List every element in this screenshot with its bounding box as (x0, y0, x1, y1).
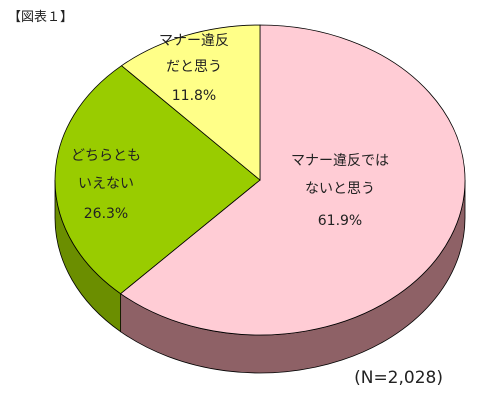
slice-2-value-label: 11.8% (172, 88, 216, 104)
pie-slice-1 (54, 65, 261, 295)
slice-0-label-line-2: ないと思う (305, 181, 375, 197)
pie-slice-0 (119, 24, 466, 336)
pie-top-layer (54, 24, 466, 336)
slice-0-label-line-1: マナー違反では (291, 153, 389, 169)
slice-1-value-label: 26.3% (84, 206, 128, 222)
pie-slice-2 (120, 24, 261, 181)
slice-2-label-line-1: マナー違反 (159, 33, 229, 49)
slice-0-value-label: 61.9% (318, 213, 362, 229)
slice-2-label-line-2: だと思う (166, 59, 222, 75)
sample-size-note: (N=2,028) (354, 368, 443, 388)
slice-1-label-line-1: どちらとも (71, 148, 141, 164)
slice-1-label-line-2: いえない (78, 176, 134, 192)
figure-label: 【図表１】 (8, 10, 74, 25)
pie-label-layer: マナー違反では ないと思う 61.9% どちらとも いえない 26.3% マナー… (71, 33, 389, 229)
